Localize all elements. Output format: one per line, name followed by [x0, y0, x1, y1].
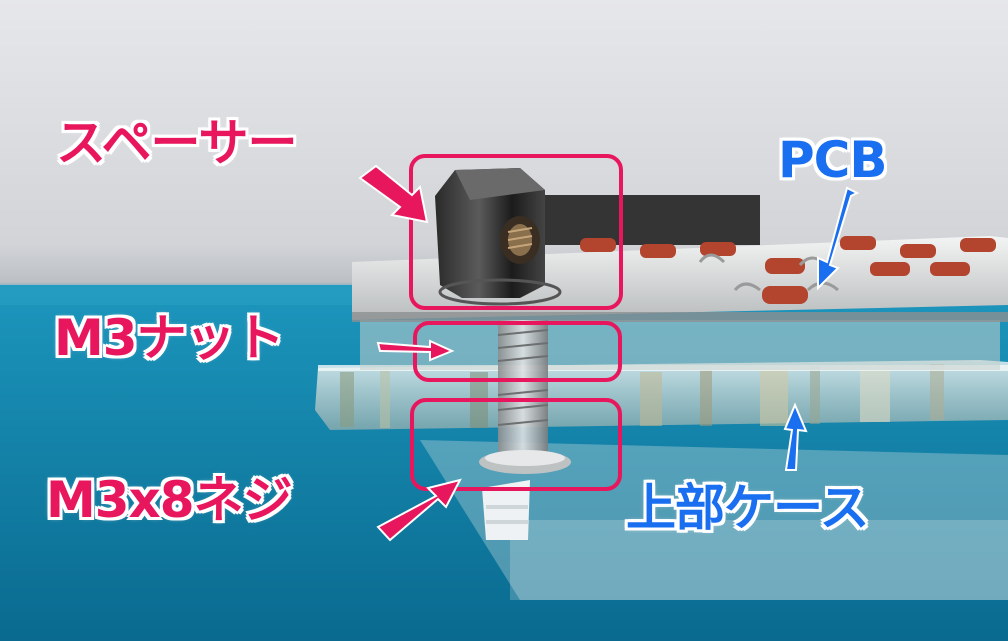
spacer-label: スペーサー	[56, 114, 297, 172]
white-standoff	[482, 480, 530, 540]
pcb-arrow-icon	[817, 186, 860, 291]
acrylic-block	[360, 320, 1000, 370]
hex-spacer	[435, 168, 545, 298]
ic-chip	[520, 195, 760, 245]
pcb-label: PCB	[778, 131, 887, 189]
screw-arrow-icon	[376, 478, 462, 542]
case-arrow-icon	[783, 402, 808, 471]
spacer-highlight-box	[409, 154, 623, 310]
screw-label: M3x8ネジ	[46, 471, 293, 529]
lower-acrylic	[420, 440, 1008, 600]
nut-arrow-icon	[376, 339, 455, 362]
spacer-arrow-icon	[358, 164, 429, 224]
nut-label: M3ナット	[54, 309, 285, 367]
top-case-label: 上部ケース	[626, 479, 869, 537]
screw-highlight-box	[410, 398, 622, 491]
